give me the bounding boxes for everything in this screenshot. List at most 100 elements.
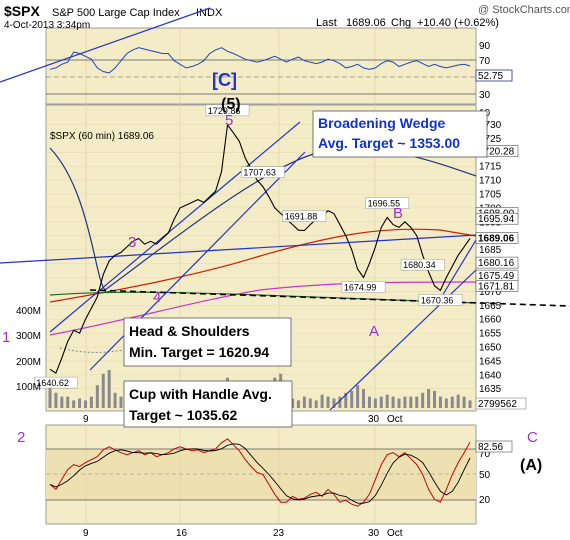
last-label: Last (316, 17, 337, 29)
volume-bar (66, 396, 70, 408)
volume-bar (320, 394, 324, 408)
moving-average-red (49, 228, 477, 303)
x-label-9-price: 9 (83, 414, 89, 425)
price-annotation-text: 1680.34 (403, 260, 436, 270)
cup-box (123, 380, 293, 428)
price-annotation-box (282, 210, 327, 222)
price-tag-text: 1720.28 (478, 147, 515, 158)
wave-2-label: 2 (17, 429, 25, 446)
price-tag-text: 1680.16 (478, 258, 515, 269)
price-annotation-text: 1670.36 (421, 295, 454, 305)
volume-bar (433, 390, 437, 408)
price-annotation-box (241, 166, 285, 178)
hs-box (123, 317, 292, 367)
price-annotation-box (365, 197, 410, 209)
price-annotation-text: 1707.63 (243, 168, 276, 178)
price-tag-box (475, 256, 519, 269)
volume-bar (403, 396, 407, 408)
price-tag-text: 1671.81 (478, 281, 515, 292)
chg-label: Chg (391, 17, 411, 29)
wave-a-label: A (369, 323, 379, 340)
price-tag-box (475, 232, 519, 244)
volume-bar (113, 392, 117, 408)
x-label-9: 9 (83, 528, 89, 539)
price-tick: 1645 (479, 356, 502, 367)
rsi-tick-50: 50 (479, 470, 491, 481)
cup-curve (59, 346, 141, 353)
top-tick-90: 90 (479, 41, 491, 52)
price-annotation-text: 1691.88 (285, 212, 318, 222)
wave-3-label: 3 (128, 234, 136, 251)
support-line (329, 269, 477, 411)
volume-bar (397, 398, 401, 408)
price-tick: 1640 (479, 370, 502, 381)
price-tick: 1730 (479, 120, 502, 131)
price-tick: 1705 (479, 190, 502, 201)
volume-bar (296, 400, 300, 408)
price-annotation-text: 1674.99 (344, 283, 377, 293)
volume-bar (78, 398, 82, 408)
price-tick: 1710 (479, 176, 502, 187)
volume-bar (438, 396, 442, 408)
price-tick: 1725 (479, 134, 502, 145)
volume-bar (367, 396, 371, 408)
volume-tick-100m: 100M (16, 382, 41, 393)
wave-b-label: B (393, 205, 403, 222)
volume-value-tag-text: 2799562 (478, 399, 517, 410)
volume-bar (415, 396, 419, 408)
price-annotation-text: 1729.86 (208, 106, 241, 116)
price-tag-text: 1689.06 (478, 233, 515, 244)
top-indicator-line (49, 47, 471, 74)
volume-bar (344, 392, 348, 408)
volume-bar (338, 396, 342, 408)
volume-bar (379, 396, 383, 408)
price-tag-text: 1695.94 (478, 214, 515, 225)
rsi-tick-70: 70 (479, 449, 491, 460)
x-label-oct-price: Oct (387, 414, 403, 425)
chg-value: +10.40 (+0.62%) (417, 17, 499, 29)
top-tick-30: 30 (479, 90, 491, 101)
price-annotation-text: 1640.62 (36, 378, 69, 388)
top-indicator-panel (45, 27, 477, 105)
wave-5-label: 5 (225, 112, 233, 129)
volume-bar (427, 389, 431, 408)
price-annotation-box (34, 376, 78, 389)
watermark: @ StockCharts.com (478, 4, 570, 16)
rsi-value-tag (475, 440, 513, 453)
volume-bar (356, 385, 360, 408)
x-label-16: 16 (176, 528, 188, 539)
rsi-neutral-band (46, 449, 476, 500)
wedge-upper-line-top (0, 7, 211, 83)
cup-title: Cup with Handle Avg. (129, 386, 272, 402)
volume-bar (101, 373, 105, 408)
volume-bar (291, 398, 295, 408)
volume-bar (332, 398, 336, 408)
wedge-title: Broadening Wedge (318, 115, 446, 131)
price-annotation-box (400, 258, 445, 271)
price-annotation-box (341, 281, 386, 293)
volume-value-tag (475, 397, 527, 410)
wave-c-label: C (527, 429, 538, 446)
volume-bar (107, 370, 111, 408)
price-tick: 1715 (479, 162, 502, 173)
x-label-23: 23 (273, 528, 285, 539)
volume-bar (350, 390, 354, 408)
volume-bar (119, 396, 123, 408)
volume-bar (391, 396, 395, 408)
price-line (49, 123, 471, 374)
price-annotations: 1640.62 1729.86 1707.63 1691.88 1674.99 1696.… (34, 104, 463, 389)
chart-legend: $SPX (60 min) 1689.06 (50, 131, 154, 142)
wave-c-bracket-label: [C] (212, 70, 237, 90)
hs-neckline (89, 289, 570, 307)
volume-bar (89, 396, 93, 408)
price-tag-box (475, 280, 519, 292)
price-tag-box (475, 212, 519, 225)
volume-bar (83, 400, 87, 408)
moving-average-magenta (49, 281, 477, 336)
wave-4-label: 4 (153, 289, 161, 306)
price-tag-text: 1675.49 (478, 271, 515, 282)
volume-bar (444, 398, 448, 408)
wave-a-paren-label: (A) (520, 457, 542, 474)
hs-target: Min. Target = 1620.94 (129, 344, 269, 360)
